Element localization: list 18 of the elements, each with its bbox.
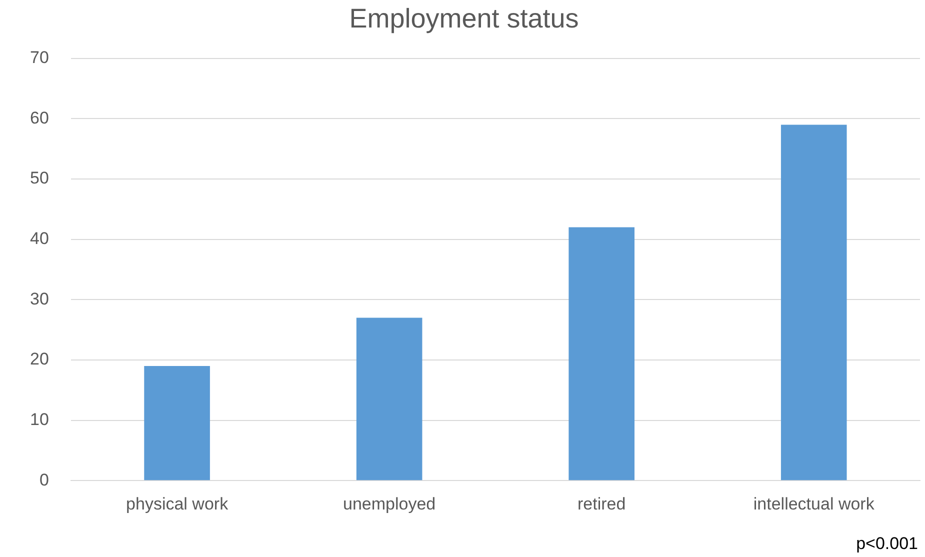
y-tick-label: 60 bbox=[30, 108, 49, 128]
bar bbox=[356, 318, 422, 480]
text: p<0.001 bbox=[856, 534, 918, 554]
x-tick-label: physical work bbox=[126, 494, 229, 514]
y-tick-label: 50 bbox=[30, 168, 49, 188]
y-tick-label: 70 bbox=[30, 48, 49, 68]
x-tick-label: retired bbox=[577, 494, 626, 514]
y-tick-label: 10 bbox=[30, 410, 49, 429]
y-tick-label: 20 bbox=[30, 350, 49, 369]
bar bbox=[144, 366, 210, 480]
y-tick-label: 30 bbox=[30, 289, 49, 308]
bar bbox=[780, 124, 847, 480]
chart-title: Employment status bbox=[349, 4, 579, 34]
y-tick-label: 40 bbox=[30, 229, 49, 248]
bar bbox=[568, 227, 634, 480]
y-tick-label: 0 bbox=[39, 470, 49, 490]
x-tick-label: intellectual work bbox=[753, 494, 875, 514]
x-tick-label: unemployed bbox=[343, 494, 436, 514]
